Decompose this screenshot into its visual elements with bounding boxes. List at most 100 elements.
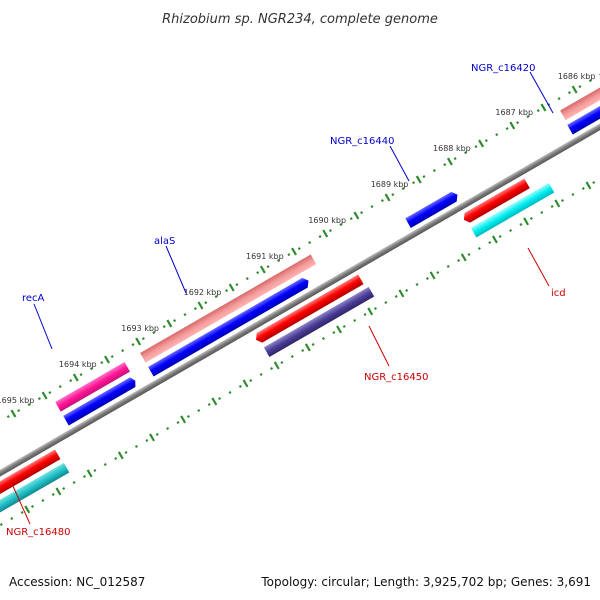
inner-scale-dot [363, 313, 367, 317]
inner-scale-dot [249, 379, 253, 383]
inner-scale-dot [446, 265, 450, 269]
gene-label-alaS[interactable]: alaS [154, 236, 175, 247]
outer-scale-dot [516, 121, 520, 125]
inner-scale-dot [134, 445, 138, 449]
gene-bar-icd-rna[interactable] [470, 182, 555, 238]
gene-bar-NGR_c16450[interactable] [253, 274, 364, 345]
kbp-label-group: 1686 kbp 1687 kbp 1688 kbp 1689 kbp 1690 kbp… [0, 72, 596, 405]
inner-scale-tick [55, 487, 62, 496]
gene-bar-alaS-cds[interactable] [148, 276, 311, 377]
inner-scale-tick [336, 325, 342, 334]
inner-scale-dot [488, 241, 492, 245]
outer-scale-dot [578, 85, 582, 89]
outer-scale [6, 73, 600, 419]
inner-scale-dot [238, 385, 242, 389]
inner-scale-tick [491, 235, 498, 244]
inner-scale-dot [93, 469, 97, 473]
gene-bar-icd[interactable] [461, 178, 530, 225]
inner-scale-dot [373, 307, 377, 311]
outer-scale-dot [277, 259, 281, 263]
outer-scale-tick [228, 283, 235, 292]
outer-scale-tick [72, 373, 79, 382]
inner-scale-dot [581, 187, 585, 191]
outer-scale-dot [432, 169, 436, 173]
inner-scale-tick [523, 217, 530, 226]
gene-label-NGR_c16480[interactable]: NGR_c16480 [6, 527, 71, 538]
outer-scale-dot [17, 409, 21, 413]
inner-scale-dot [571, 193, 575, 197]
outer-scale-dot [37, 397, 41, 401]
accession-text: Accession: NC_012587 [9, 575, 145, 589]
outer-scale-dot [391, 193, 395, 197]
inner-scale-dot [498, 235, 502, 239]
gene-bar-NGR_c16450-rna[interactable] [263, 286, 375, 357]
outer-scale-dot [505, 127, 509, 131]
inner-scale-dot [415, 283, 419, 287]
callout-NGR_c16480 [11, 483, 31, 525]
inner-scale-dot [197, 409, 201, 413]
inner-scale-dot [425, 277, 429, 281]
inner-scale-dot [342, 325, 346, 329]
inner-scale-dot [155, 433, 159, 437]
gene-bar-NGR_c16420-cds[interactable] [567, 98, 600, 135]
kbp-label: 1688 kbp [433, 144, 471, 153]
gene-label-NGR_c16420[interactable]: NGR_c16420 [471, 63, 536, 74]
outer-scale-tick [322, 229, 329, 238]
inner-scale-dot [436, 271, 440, 275]
inner-scale-dot [62, 487, 66, 491]
inner-scale-dot [20, 511, 24, 515]
inner-scale-dot [394, 295, 398, 299]
inner-scale-dot [301, 349, 305, 353]
inner-scale-dot [176, 421, 180, 425]
gene-label-recA[interactable]: recA [22, 293, 45, 304]
outer-scale-dot [495, 133, 499, 137]
inner-scale-dot [207, 403, 211, 407]
inner-scale-dot [509, 229, 513, 233]
outer-scale-dot [162, 325, 166, 329]
gene-label-NGR_c16440[interactable]: NGR_c16440 [330, 136, 395, 147]
gene-bar-NGR_c16420[interactable] [560, 85, 600, 121]
kbp-label: 1689 kbp [371, 180, 409, 189]
gene-bar-NGR_c16440-cds[interactable] [405, 190, 460, 228]
inner-scale-dot [166, 427, 170, 431]
inner-scale-dot [228, 391, 232, 395]
inner-scale-dot [145, 439, 149, 443]
outer-scale-dot [89, 367, 93, 371]
outer-scale-dot [204, 301, 208, 305]
outer-scale-dot [245, 277, 249, 281]
callout-NGR_c16450 [368, 325, 390, 367]
outer-scale-dot [339, 223, 343, 227]
outer-scale-dot [308, 241, 312, 245]
outer-scale-dot [328, 229, 332, 233]
outer-scale-tick [135, 337, 142, 346]
kbp-label: 1687 kbp [495, 108, 533, 117]
gene-bar-recA-cds[interactable] [63, 376, 138, 426]
inner-scale-dot [457, 259, 461, 263]
inner-scale-dot [31, 505, 35, 509]
outer-scale-dot [152, 331, 156, 335]
outer-scale-dot [349, 217, 353, 221]
gene-label-NGR_c16450[interactable]: NGR_c16450 [364, 372, 429, 383]
outer-scale-dot [287, 253, 291, 257]
inner-scale-dot [384, 301, 388, 305]
outer-scale-dot [131, 343, 135, 347]
kbp-label: 1695 kbp [0, 396, 34, 405]
inner-scale-dot [477, 247, 481, 251]
outer-scale-dot [256, 271, 260, 275]
gene-bar-recA[interactable] [55, 362, 131, 412]
kbp-label: 1686 kbp [558, 72, 596, 81]
inner-scale-dot [114, 457, 118, 461]
inner-scale-tick [211, 397, 218, 406]
outer-scale-dot [110, 355, 114, 359]
gene-bar-alaS[interactable] [140, 254, 317, 363]
outer-scale-dot [173, 319, 177, 323]
outer-scale-dot [235, 283, 239, 287]
outer-scale-tick [446, 157, 453, 166]
outer-scale-tick [41, 391, 48, 400]
inner-scale-dot [51, 493, 55, 497]
inner-scale-dot [290, 355, 294, 359]
gene-label-icd[interactable]: icd [551, 288, 566, 299]
gene-bar-NGR_c16480[interactable] [0, 449, 61, 521]
gene-bar-NGR_c16480-rna[interactable] [0, 462, 70, 535]
